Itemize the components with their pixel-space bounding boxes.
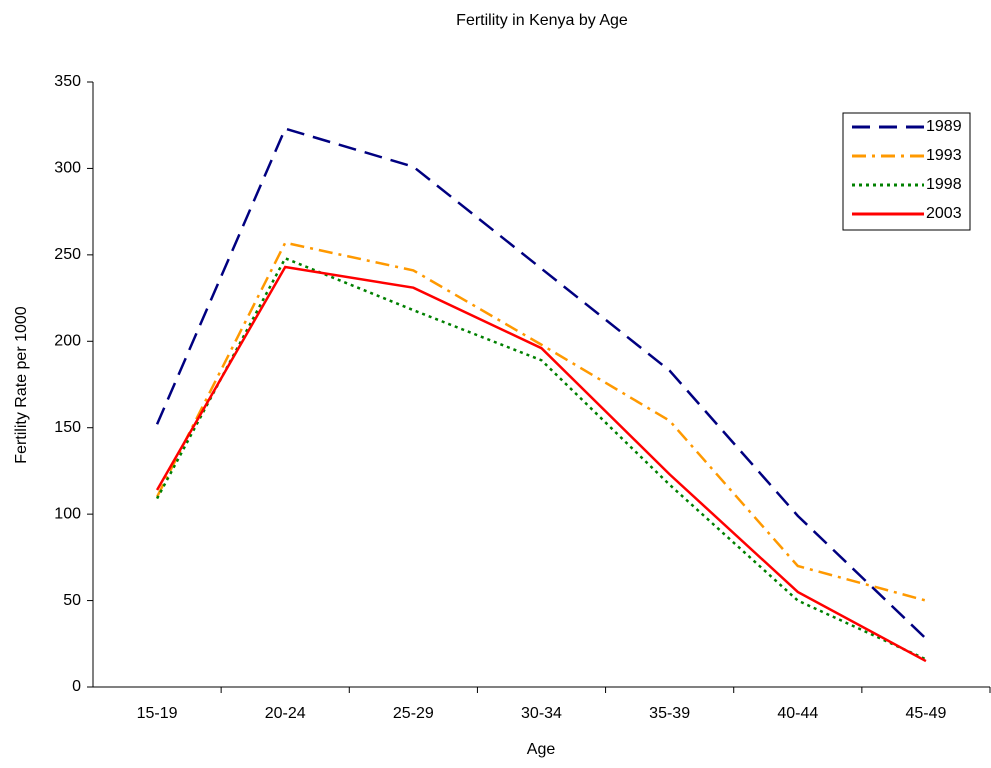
series-line [155, 127, 927, 640]
x-tick-label: 30-34 [521, 705, 562, 722]
series-line [155, 265, 927, 663]
series-line [155, 241, 927, 602]
chart-title: Fertility in Kenya by Age [456, 12, 628, 29]
legend-label: 1993 [926, 147, 962, 164]
y-axis-label: Fertility Rate per 1000 [13, 306, 30, 464]
x-tick-label: 25-29 [393, 705, 434, 722]
x-tick-label: 20-24 [265, 705, 306, 722]
y-tick-label: 300 [54, 160, 81, 177]
x-tick-label: 45-49 [905, 705, 946, 722]
x-tick-label: 15-19 [137, 705, 178, 722]
series-line [155, 256, 927, 661]
legend-label: 2003 [926, 205, 962, 222]
legend-label: 1989 [926, 118, 962, 135]
y-tick-label: 350 [54, 73, 81, 90]
y-tick-label: 150 [54, 419, 81, 436]
x-tick-label: 35-39 [649, 705, 690, 722]
y-tick-label: 200 [54, 333, 81, 350]
x-tick-label: 40-44 [777, 705, 818, 722]
x-axis-label: Age [527, 741, 556, 758]
y-tick-label: 50 [63, 592, 81, 609]
legend-label: 1998 [926, 176, 962, 193]
y-tick-label: 250 [54, 246, 81, 263]
y-tick-label: 0 [72, 678, 81, 695]
legend-box [842, 112, 971, 231]
y-tick-label: 100 [54, 505, 81, 522]
